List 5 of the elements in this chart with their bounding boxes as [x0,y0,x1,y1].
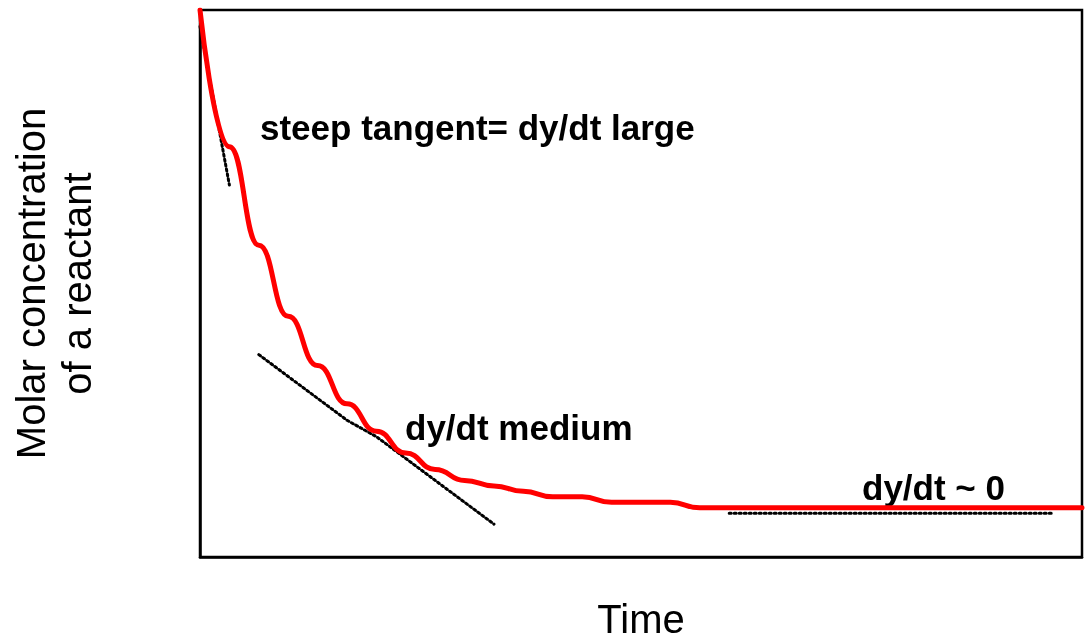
annotation: dy/dt ~ 0 [862,468,1005,507]
x-axis-title: Time [597,597,685,641]
annotation: dy/dt medium [405,408,633,447]
annotation: steep tangent= dy/dt large [260,108,695,147]
y-axis-title: Molar concentration of a reactant [9,107,99,460]
